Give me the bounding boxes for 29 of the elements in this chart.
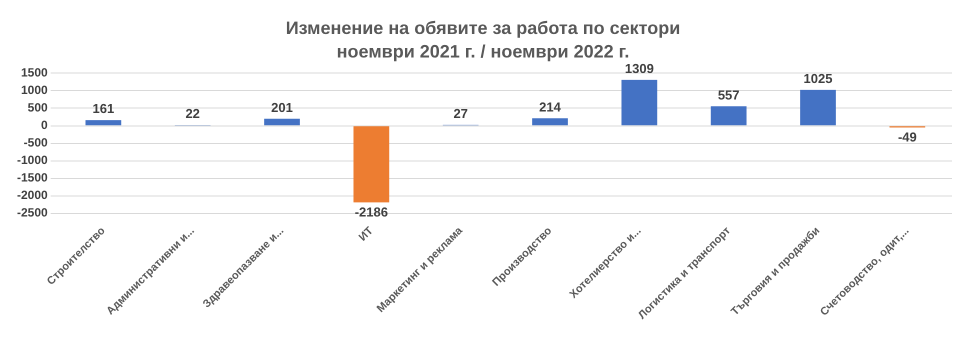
data-label: 22 <box>185 106 200 122</box>
data-label: 161 <box>92 101 114 116</box>
data-label: 214 <box>539 99 562 114</box>
data-label: 201 <box>271 100 293 115</box>
chart-title: Изменение на обявите за работа по сектори <box>286 18 680 38</box>
data-label: 1309 <box>624 60 654 76</box>
bar <box>85 120 122 126</box>
data-label: -49 <box>898 130 917 145</box>
y-tick-label: -500 <box>24 136 48 150</box>
data-label: -2186 <box>354 204 388 220</box>
bar <box>353 126 390 202</box>
data-label: 1025 <box>804 70 832 86</box>
y-tick-label: 1000 <box>20 83 48 98</box>
y-tick-label: 0 <box>41 118 48 132</box>
bar <box>621 80 658 126</box>
y-tick-label: -2500 <box>16 206 48 220</box>
y-tick-label: -1000 <box>16 153 48 168</box>
data-label: 27 <box>453 106 468 121</box>
bar <box>800 90 836 126</box>
bar <box>264 118 300 126</box>
y-tick-label: -2000 <box>16 188 48 202</box>
bar <box>532 118 568 126</box>
chart-subtitle: ноември 2021 г. / ноември 2022 г. <box>336 41 630 62</box>
y-tick-label: 1500 <box>20 66 48 80</box>
y-tick-label: 500 <box>28 100 48 115</box>
data-label: 557 <box>718 87 740 102</box>
y-tick-label: -1500 <box>16 170 48 185</box>
x-tick-label: ИТ <box>356 224 376 244</box>
bar <box>710 106 747 126</box>
